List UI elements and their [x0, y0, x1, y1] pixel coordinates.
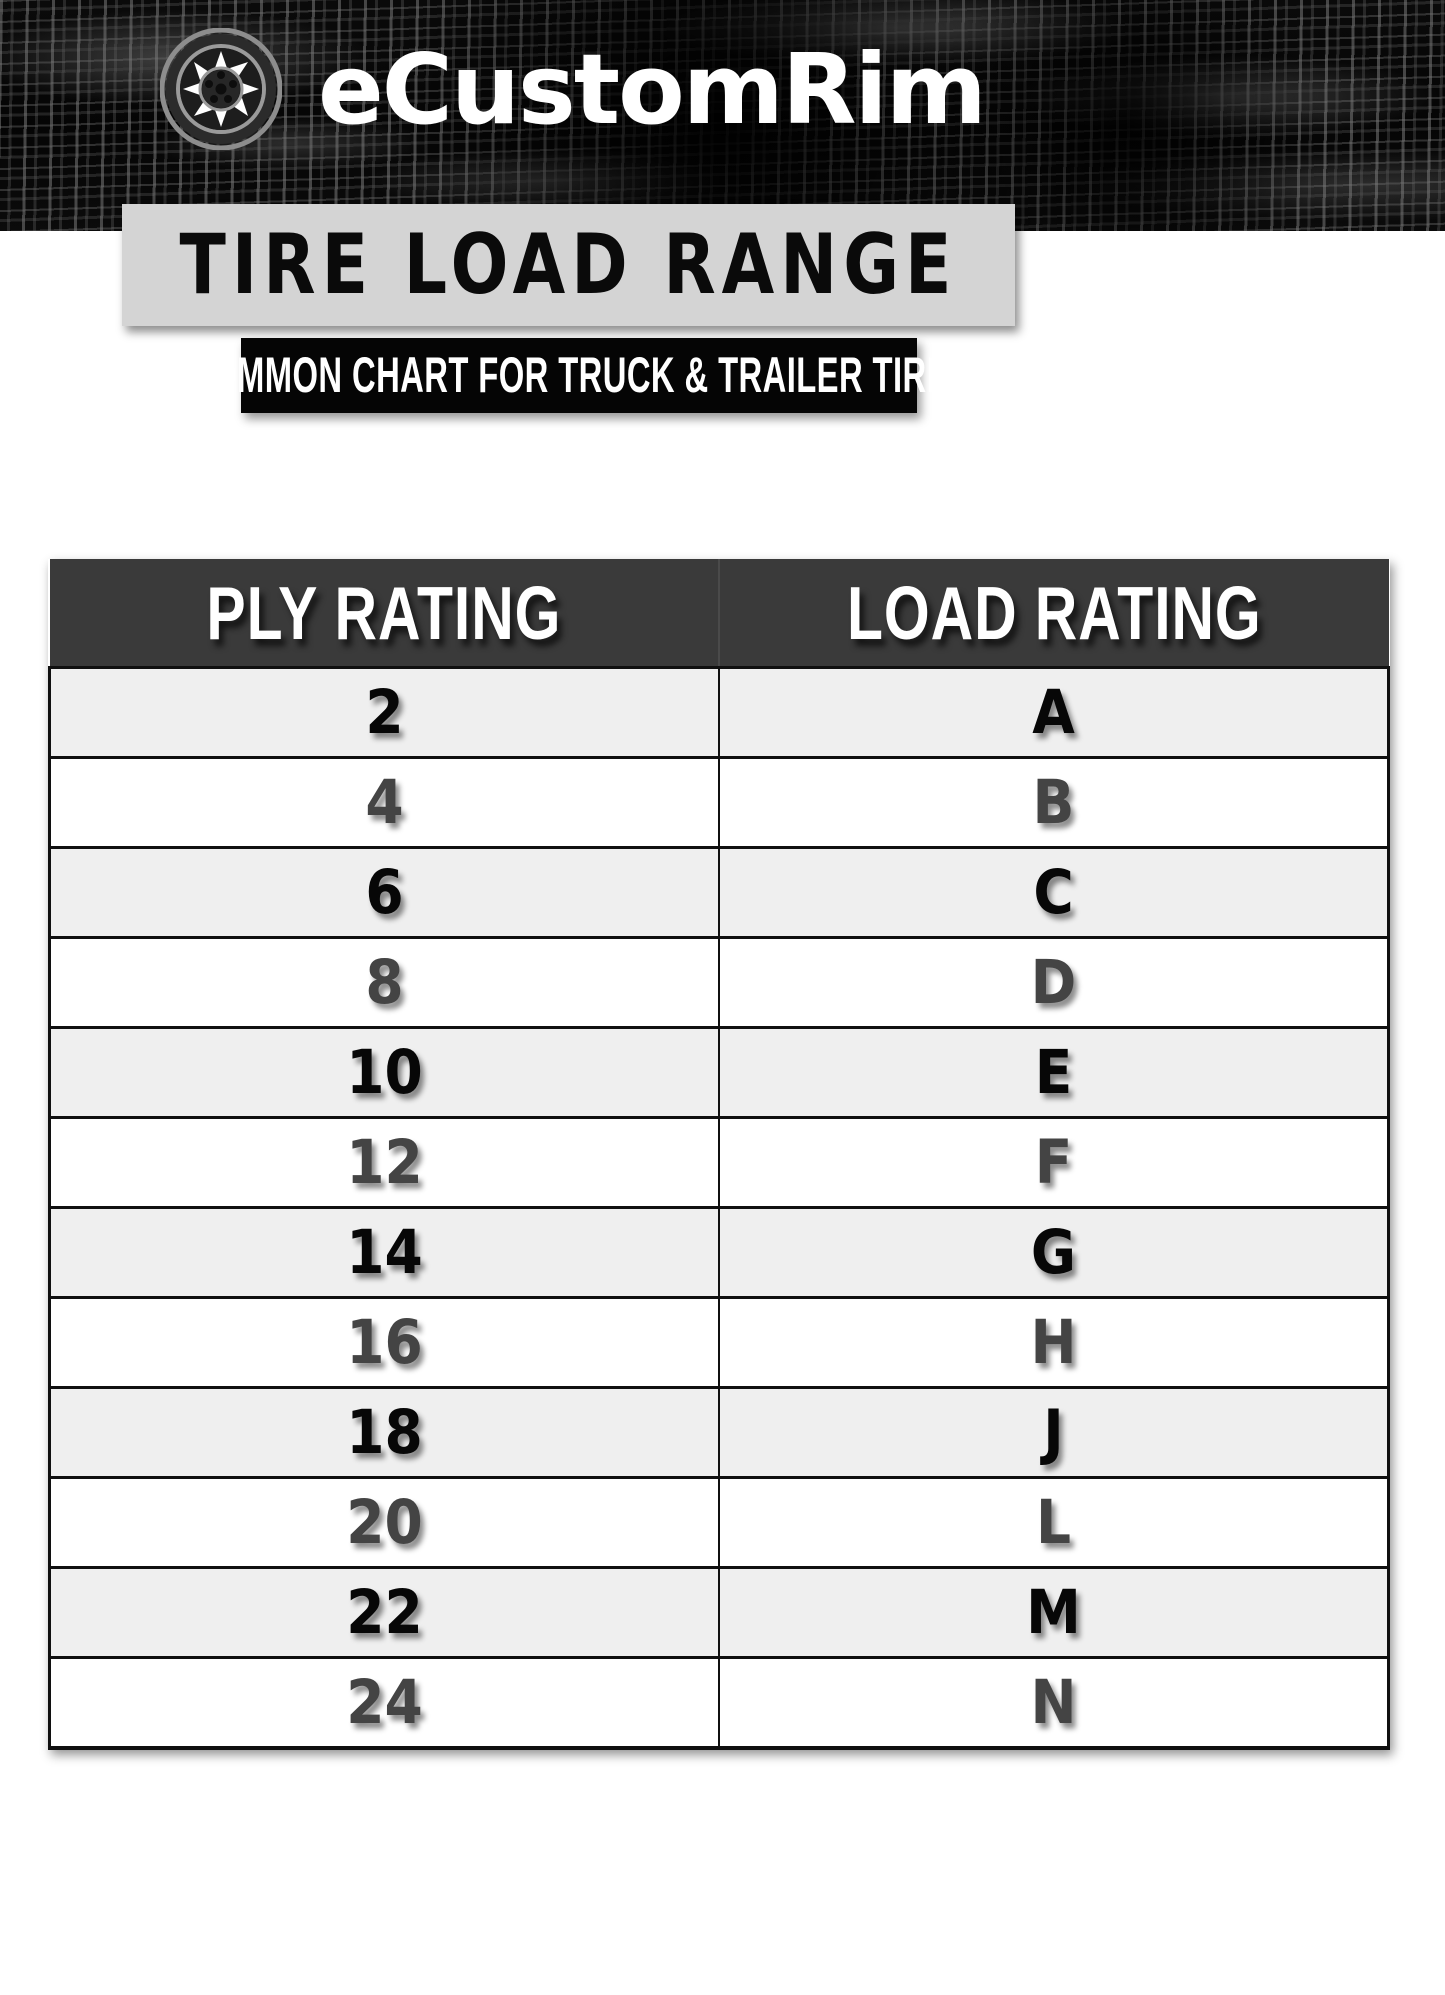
cell-load-rating-value: G	[1030, 1216, 1077, 1288]
cell-load-rating: M	[718, 1566, 1390, 1658]
cell-ply-rating-value: 10	[346, 1036, 423, 1108]
cell-ply-rating: 18	[48, 1386, 720, 1478]
cell-load-rating-value: B	[1032, 766, 1075, 838]
table-row: 12 F	[48, 1116, 1390, 1208]
cell-load-rating-value: C	[1033, 856, 1074, 928]
cell-ply-rating-value: 6	[365, 856, 404, 928]
cell-load-rating-value: L	[1035, 1486, 1072, 1558]
cell-load-rating: E	[718, 1026, 1390, 1118]
page-subtitle-bar: COMMON CHART FOR TRUCK & TRAILER TIRES	[187, 338, 971, 413]
cell-load-rating: A	[718, 666, 1390, 758]
cell-ply-rating: 16	[48, 1296, 720, 1388]
table-row: 20 L	[48, 1476, 1390, 1568]
cell-load-rating: G	[718, 1206, 1390, 1298]
cell-load-rating: J	[718, 1386, 1390, 1478]
cell-ply-rating: 6	[48, 846, 720, 938]
cell-load-rating: F	[718, 1116, 1390, 1208]
cell-load-rating: C	[718, 846, 1390, 938]
cell-load-rating-value: A	[1032, 676, 1075, 748]
table-header: PLY RATING LOAD RATING	[49, 559, 1389, 668]
cell-ply-rating: 22	[48, 1566, 720, 1658]
table-row: 18 J	[48, 1386, 1390, 1478]
cell-ply-rating-value: 14	[346, 1216, 423, 1288]
cell-load-rating-value: M	[1026, 1576, 1081, 1648]
tire-load-range-table: PLY RATING LOAD RATING 2 A 4 B 6 C 8 D 10 E 12 F 14 G…	[48, 559, 1390, 1750]
column-header-load-rating: LOAD RATING	[718, 559, 1389, 668]
cell-ply-rating: 2	[48, 666, 720, 758]
cell-ply-rating: 12	[48, 1116, 720, 1208]
cell-load-rating-value: J	[1043, 1396, 1064, 1468]
column-header-ply-rating-label: PLY RATING	[206, 570, 562, 655]
table-row: 24 N	[48, 1656, 1390, 1750]
cell-ply-rating-value: 20	[346, 1486, 423, 1558]
tire-load-range-table-wrapper: PLY RATING LOAD RATING 2 A 4 B 6 C 8 D 10 E 12 F 14 G…	[48, 559, 1390, 1750]
cell-ply-rating-value: 22	[346, 1576, 423, 1648]
cell-ply-rating-value: 8	[365, 946, 404, 1018]
brand-name: eCustomRim	[318, 32, 987, 146]
cell-ply-rating: 20	[48, 1476, 720, 1568]
table-header-row: PLY RATING LOAD RATING	[49, 559, 1389, 668]
cell-load-rating-value: N	[1030, 1666, 1077, 1738]
cell-ply-rating-value: 2	[365, 676, 404, 748]
cell-load-rating-value: H	[1030, 1306, 1077, 1378]
cell-ply-rating: 14	[48, 1206, 720, 1298]
cell-ply-rating: 24	[48, 1656, 720, 1750]
cell-ply-rating: 10	[48, 1026, 720, 1118]
header-banner: eCustomRim	[0, 0, 1445, 231]
cell-load-rating-value: E	[1034, 1036, 1073, 1108]
cell-load-rating-value: D	[1030, 946, 1077, 1018]
page-title-plate: TIRE LOAD RANGE	[122, 204, 1015, 326]
cell-ply-rating-value: 24	[346, 1666, 423, 1738]
wheel-rim-icon	[160, 28, 282, 150]
page-subtitle: COMMON CHART FOR TRUCK & TRAILER TIRES	[186, 346, 972, 403]
cell-ply-rating-value: 4	[365, 766, 404, 838]
table-row: 14 G	[48, 1206, 1390, 1298]
brand-logo-row[interactable]: eCustomRim	[160, 28, 987, 150]
column-header-ply-rating: PLY RATING	[49, 559, 719, 668]
cell-ply-rating-value: 16	[346, 1306, 423, 1378]
cell-load-rating: B	[718, 756, 1390, 848]
table-row: 16 H	[48, 1296, 1390, 1388]
cell-ply-rating-value: 18	[346, 1396, 423, 1468]
cell-load-rating: L	[718, 1476, 1390, 1568]
page-title: TIRE LOAD RANGE	[179, 216, 958, 314]
cell-load-rating: N	[718, 1656, 1390, 1750]
cell-ply-rating: 4	[48, 756, 720, 848]
table-row: 10 E	[48, 1026, 1390, 1118]
cell-ply-rating: 8	[48, 936, 720, 1028]
cell-ply-rating-value: 12	[346, 1126, 423, 1198]
cell-load-rating: D	[718, 936, 1390, 1028]
column-header-load-rating-label: LOAD RATING	[846, 570, 1262, 655]
cell-load-rating: H	[718, 1296, 1390, 1388]
cell-load-rating-value: F	[1034, 1126, 1073, 1198]
table-row: 22 M	[48, 1566, 1390, 1658]
table-body: 2 A 4 B 6 C 8 D 10 E 12 F 14 G 16 H 18 J 20 L 22 M 24 N	[48, 666, 1390, 1750]
